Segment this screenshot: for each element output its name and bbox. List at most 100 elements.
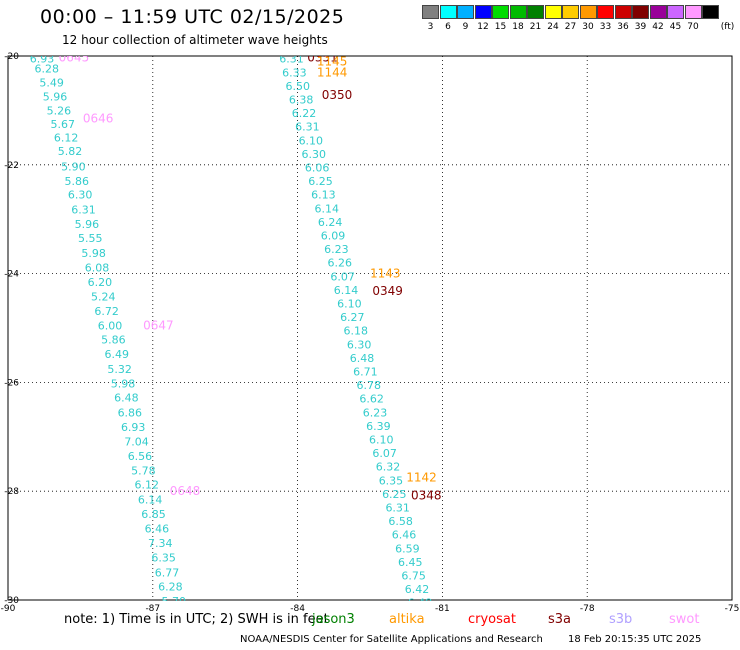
wave-height-label-west: 7.34 xyxy=(148,537,173,550)
wave-height-label-east: 6.24 xyxy=(318,216,343,229)
wave-height-label-west: 6.35 xyxy=(151,552,176,565)
wave-height-label-east: 6.71 xyxy=(353,366,378,379)
pass-time-label: 0648 xyxy=(170,484,201,498)
footer-timestamp: 18 Feb 20:15:35 UTC 2025 xyxy=(568,634,702,645)
colorbar-label: 27 xyxy=(564,22,577,32)
wave-height-label-east: 6.78 xyxy=(356,379,381,392)
wave-height-label-east: 6.07 xyxy=(330,270,355,283)
x-tick-label: -75 xyxy=(725,604,740,614)
wave-height-label-east: 6.42 xyxy=(405,583,430,596)
wave-height-label-west: 6.08 xyxy=(85,262,110,275)
colorbar-label: 70 xyxy=(687,22,699,32)
colorbar-swatch xyxy=(579,5,597,19)
wave-height-label-east: 6.59 xyxy=(395,542,420,555)
wave-height-label-east: 6.32 xyxy=(376,461,401,474)
wave-height-label-east: 6.38 xyxy=(289,94,314,107)
footer-note: note: 1) Time is in UTC; 2) SWH is in fe… xyxy=(64,612,329,627)
wave-height-label-east: 6.33 xyxy=(282,66,307,79)
pass-time-label: 1142 xyxy=(406,471,437,485)
pass-time-label: 1145 xyxy=(317,54,348,68)
wave-height-label-west: 6.28 xyxy=(35,63,60,76)
wave-height-label-east: 6.45 xyxy=(398,556,423,569)
colorbar-label: 21 xyxy=(529,22,542,32)
wave-height-label-west: 6.77 xyxy=(155,566,180,579)
wave-height-label-east: 6.31 xyxy=(279,53,304,66)
wave-height-label-west: 5.96 xyxy=(75,218,100,231)
wave-height-label-east: 6.25 xyxy=(382,488,407,501)
colorbar-swatch xyxy=(474,5,492,19)
colorbar-swatch xyxy=(562,5,579,19)
wave-height-label-west: 5.86 xyxy=(101,333,126,346)
colorbar-swatch xyxy=(492,5,509,19)
wave-height-label-west: 5.24 xyxy=(91,290,116,303)
x-tick-label: -78 xyxy=(580,604,595,614)
colorbar-swatch xyxy=(597,5,614,19)
wave-height-label-west: 6.86 xyxy=(118,406,143,419)
colorbar-swatch xyxy=(527,5,544,19)
wave-height-label-east: 6.75 xyxy=(401,570,426,583)
pass-time-label: 1144 xyxy=(317,65,348,79)
plot-frame xyxy=(7,55,733,601)
wave-height-label-west: 5.32 xyxy=(107,363,132,376)
pass-time-label: 0646 xyxy=(83,112,114,126)
wave-height-label-west: 7.04 xyxy=(124,436,148,449)
page-title: 00:00 – 11:59 UTC 02/15/2025 xyxy=(40,6,345,28)
wave-height-label-east: 6.13 xyxy=(311,189,336,202)
colorbar-label: 15 xyxy=(494,22,507,32)
wave-height-label-east: 6.06 xyxy=(305,162,330,175)
wave-height-label-west: 5.98 xyxy=(81,247,106,260)
wave-height-label-east: 6.31 xyxy=(385,502,410,515)
wave-height-label-east: 6.14 xyxy=(314,202,339,215)
colorbar-label: 9 xyxy=(462,22,469,32)
y-tick-label: -30 xyxy=(4,596,19,606)
wave-height-label-west: 6.48 xyxy=(114,392,139,405)
wave-height-label-west: 5.96 xyxy=(43,90,68,103)
wave-height-label-west: 6.85 xyxy=(141,508,166,521)
pass-time-label: 0351 xyxy=(307,51,338,65)
colorbar-label: 30 xyxy=(582,22,594,32)
axis-layer: -90 -87 -84 -81 -78 -75 -20 -22 -24 -26 -28 -30 xyxy=(1,52,740,614)
pass-time-label: 0647 xyxy=(143,318,174,332)
colorbar-swatch xyxy=(422,5,439,19)
satellite-legend-item: cryosat xyxy=(468,612,516,627)
wave-height-label-east: 6.27 xyxy=(340,311,365,324)
wave-height-label-east: 6.30 xyxy=(301,148,326,161)
wave-height-label-west: 6.30 xyxy=(68,189,93,202)
colorbar-label: 24 xyxy=(547,22,559,32)
colorbar-label: 6 xyxy=(445,22,451,32)
wave-height-label-west: 6.12 xyxy=(54,132,79,145)
x-tick-label: -87 xyxy=(145,604,160,614)
wave-height-label-west: 6.72 xyxy=(94,305,119,318)
wave-height-label-east: 6.23 xyxy=(324,243,349,256)
wave-height-label-east: 6.10 xyxy=(337,298,362,311)
colorbar-label: 39 xyxy=(634,22,647,32)
colorbar-label: 42 xyxy=(652,22,664,32)
wave-height-label-east: 6.35 xyxy=(379,474,404,487)
satellite-legend-item: jason3 xyxy=(312,612,355,627)
wave-height-label-east: 6.58 xyxy=(388,515,413,528)
wave-height-label-west: 6.49 xyxy=(105,348,129,361)
wave-height-label-east: 6.62 xyxy=(359,393,384,406)
pass-time-label: 0348 xyxy=(411,489,442,503)
satellite-legend-item: swot xyxy=(669,612,700,627)
y-tick-label: -22 xyxy=(4,161,19,171)
wave-height-label-west: 6.46 xyxy=(145,523,170,536)
colorbar-swatch xyxy=(544,5,562,19)
wave-height-label-east: 6.30 xyxy=(347,338,372,351)
wave-height-label-west: 6.00 xyxy=(98,319,123,332)
colorbar-label: 18 xyxy=(512,22,524,32)
satellite-legend-item: s3b xyxy=(609,612,633,627)
grid-layer xyxy=(8,56,732,600)
wave-height-label-east: 6.14 xyxy=(334,284,359,297)
wave-height-label-east: 6.26 xyxy=(328,257,353,270)
colorbar-swatch xyxy=(667,5,684,19)
wave-height-label-west: 5.67 xyxy=(50,118,75,131)
wave-height-label-west: 5.49 xyxy=(39,77,64,90)
y-tick-label: -20 xyxy=(4,52,19,62)
satellite-legend-item: altika xyxy=(389,612,425,627)
footer-credit: NOAA/NESDIS Center for Satellite Applica… xyxy=(240,634,543,645)
y-tick-label: -24 xyxy=(4,270,19,280)
x-tick-label: -81 xyxy=(435,604,450,614)
y-tick-label: -26 xyxy=(4,378,19,388)
